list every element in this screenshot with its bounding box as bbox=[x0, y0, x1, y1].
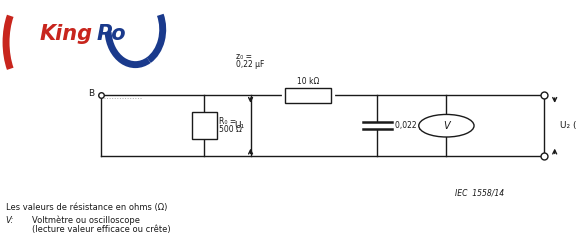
Text: (lecture valeur efficace ou crête): (lecture valeur efficace ou crête) bbox=[32, 225, 170, 234]
Text: Les valeurs de résistance en ohms (Ω): Les valeurs de résistance en ohms (Ω) bbox=[6, 204, 167, 212]
Bar bbox=[192, 112, 217, 139]
Text: z₀ =: z₀ = bbox=[236, 52, 252, 61]
Circle shape bbox=[419, 114, 474, 137]
Text: 10 kΩ: 10 kΩ bbox=[297, 77, 319, 86]
Text: U₂ (V): U₂ (V) bbox=[560, 121, 576, 130]
Text: 0,22 μF: 0,22 μF bbox=[236, 60, 264, 69]
Text: B: B bbox=[88, 89, 94, 98]
Bar bbox=[285, 88, 331, 103]
Text: Voltmètre ou oscilloscope: Voltmètre ou oscilloscope bbox=[32, 216, 139, 225]
Text: R₀ =: R₀ = bbox=[219, 117, 237, 126]
Text: Po: Po bbox=[97, 24, 126, 44]
Text: 0,022 μF: 0,022 μF bbox=[395, 121, 428, 130]
Text: 500 Ω: 500 Ω bbox=[219, 125, 242, 134]
Text: V:: V: bbox=[6, 216, 14, 225]
Text: IEC  1558/14: IEC 1558/14 bbox=[455, 188, 504, 197]
Text: King: King bbox=[39, 24, 92, 44]
Text: U₁: U₁ bbox=[234, 121, 244, 130]
Text: V: V bbox=[443, 121, 450, 131]
